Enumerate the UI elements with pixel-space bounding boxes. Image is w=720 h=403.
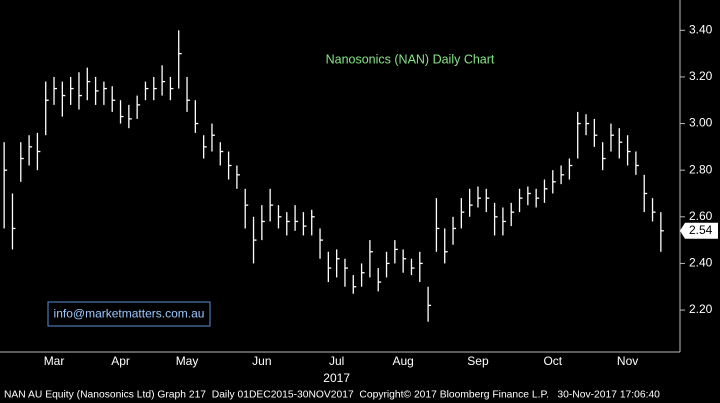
x-tick-label: Sep bbox=[467, 354, 489, 368]
y-tick-label: 2.40 bbox=[689, 256, 713, 270]
last-price-label: 2.54 bbox=[689, 223, 713, 237]
watermark: info@marketmatters.com.au bbox=[54, 307, 205, 321]
y-tick-label: 2.20 bbox=[689, 302, 713, 316]
x-tick-label: Apr bbox=[111, 354, 130, 368]
year-label: 2017 bbox=[323, 371, 350, 385]
x-tick-label: Jun bbox=[252, 354, 271, 368]
x-tick-label: Aug bbox=[392, 354, 413, 368]
y-tick-label: 3.40 bbox=[689, 22, 713, 36]
y-tick-label: 3.00 bbox=[689, 116, 713, 130]
x-tick-label: Jul bbox=[329, 354, 344, 368]
footer: NAN AU Equity (Nanosonics Ltd) Graph 217… bbox=[4, 390, 660, 401]
y-tick-label: 3.20 bbox=[689, 69, 713, 83]
x-tick-label: Oct bbox=[543, 354, 562, 368]
y-tick-label: 2.60 bbox=[689, 209, 713, 223]
x-tick-label: Nov bbox=[617, 354, 638, 368]
watermark-box bbox=[47, 301, 211, 327]
last-price-box bbox=[680, 222, 718, 239]
y-tick-label: 2.80 bbox=[689, 162, 713, 176]
chart-title: Nanosonics (NAN) Daily Chart bbox=[326, 52, 495, 66]
x-tick-label: Mar bbox=[44, 354, 65, 368]
x-tick-label: May bbox=[176, 354, 199, 368]
